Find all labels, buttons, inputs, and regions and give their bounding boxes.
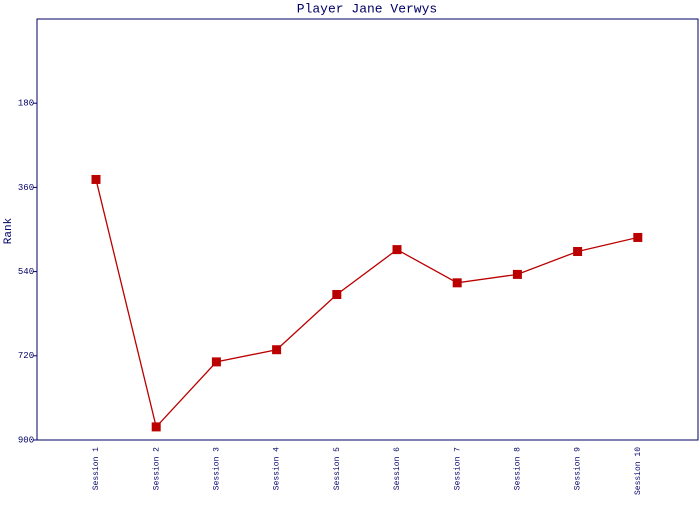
data-line: [95, 179, 638, 429]
data-point: [512, 269, 522, 279]
x-tick-label: Session 4: [273, 447, 282, 490]
y-tick-label: 540: [18, 267, 34, 277]
y-tick-label: 360: [18, 183, 34, 193]
data-point: [332, 290, 342, 300]
x-tick-label: Session 5: [333, 447, 342, 490]
x-tick-label: Session 9: [574, 447, 583, 490]
x-tick-label: Session 3: [213, 447, 222, 490]
data-point: [452, 278, 462, 288]
x-tick-label: Session 8: [514, 447, 523, 490]
y-tick-label: 720: [18, 351, 34, 361]
data-point: [272, 345, 282, 355]
x-tick-label: Session 10: [634, 447, 643, 495]
x-tick-label: Session 2: [152, 447, 161, 490]
y-axis-label: Rank: [3, 217, 15, 244]
data-point: [573, 246, 583, 256]
data-point: [392, 245, 402, 255]
plot-frame: [36, 18, 699, 441]
y-tick-label: 900: [18, 435, 34, 445]
data-point: [211, 357, 221, 367]
data-point: [151, 422, 161, 432]
chart-title: Player Jane Verwys: [297, 1, 437, 16]
x-tick-label: Session 6: [393, 447, 402, 490]
x-tick-label: Session 1: [92, 447, 101, 490]
data-point: [91, 174, 101, 184]
data-point: [633, 232, 643, 242]
y-tick-label: 180: [18, 99, 34, 109]
x-tick-label: Session 7: [453, 447, 462, 490]
